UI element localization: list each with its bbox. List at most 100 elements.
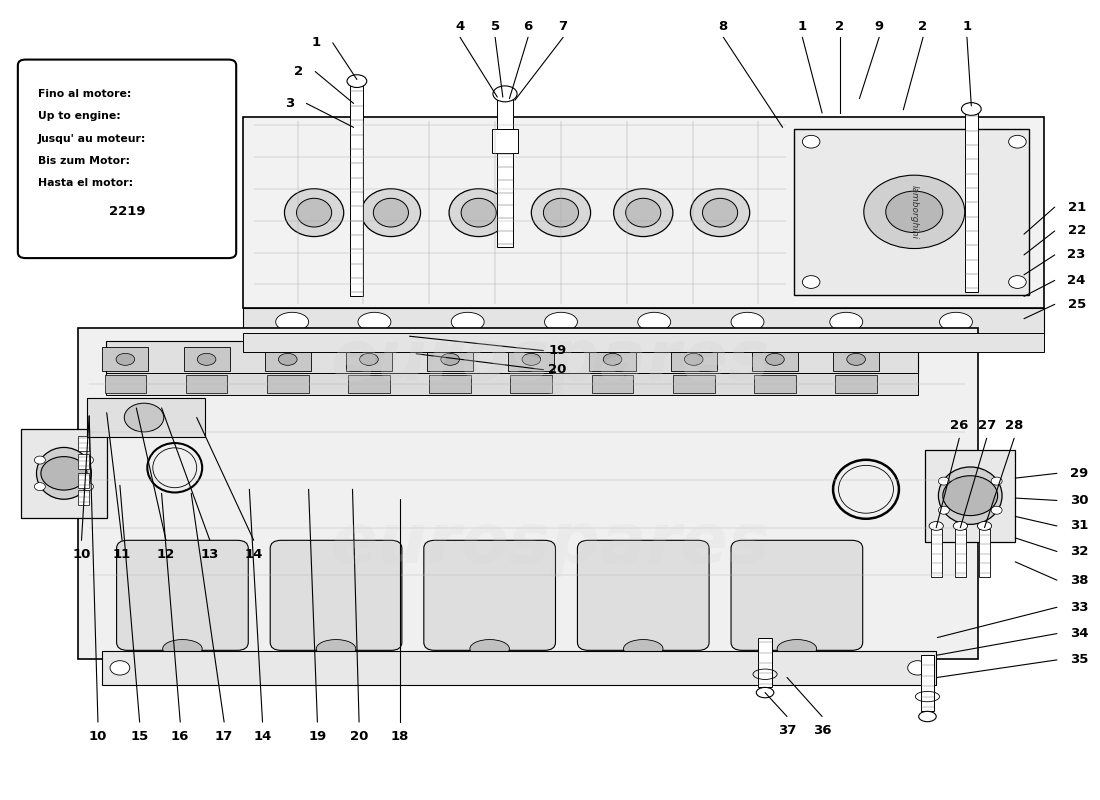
Bar	[931, 529, 942, 577]
Ellipse shape	[278, 354, 297, 366]
Text: 2219: 2219	[109, 206, 146, 218]
Bar	[592, 375, 634, 393]
Bar	[243, 333, 1044, 352]
Text: Hasta el motor:: Hasta el motor:	[37, 178, 133, 188]
Bar	[752, 347, 798, 371]
Ellipse shape	[684, 354, 703, 366]
Ellipse shape	[285, 189, 343, 237]
Bar	[671, 347, 717, 371]
Text: 1: 1	[962, 21, 971, 34]
Text: 19: 19	[549, 344, 566, 357]
Text: 26: 26	[950, 419, 968, 432]
Bar	[78, 490, 89, 506]
Text: 9: 9	[874, 21, 883, 34]
Text: 5: 5	[491, 21, 499, 34]
Text: 24: 24	[1067, 274, 1086, 287]
Ellipse shape	[531, 189, 591, 237]
Text: 1: 1	[798, 21, 807, 34]
Text: eurospares: eurospares	[330, 326, 770, 394]
Circle shape	[124, 403, 164, 432]
Bar	[106, 373, 917, 395]
Text: 7: 7	[559, 21, 568, 34]
Ellipse shape	[954, 522, 968, 530]
Text: 8: 8	[718, 21, 728, 34]
Text: 18: 18	[390, 730, 409, 743]
Circle shape	[82, 456, 94, 464]
Bar	[78, 436, 89, 451]
Bar	[265, 347, 311, 371]
Text: 38: 38	[1069, 574, 1088, 586]
Text: 32: 32	[1069, 545, 1088, 558]
Ellipse shape	[461, 198, 496, 227]
Ellipse shape	[163, 639, 202, 658]
Ellipse shape	[197, 354, 216, 366]
Text: 2: 2	[918, 21, 927, 34]
Text: 31: 31	[1069, 519, 1088, 533]
Text: Fino al motore:: Fino al motore:	[37, 89, 131, 99]
Ellipse shape	[829, 312, 862, 331]
Text: 29: 29	[1069, 467, 1088, 480]
Circle shape	[1009, 276, 1026, 288]
Circle shape	[1009, 135, 1026, 148]
Bar	[243, 117, 1044, 308]
Bar	[508, 347, 554, 371]
Ellipse shape	[361, 189, 420, 237]
Text: 13: 13	[200, 548, 219, 561]
Bar	[106, 341, 917, 374]
Circle shape	[34, 482, 45, 490]
Circle shape	[110, 661, 130, 675]
Ellipse shape	[978, 522, 991, 530]
Ellipse shape	[373, 198, 408, 227]
Ellipse shape	[470, 639, 509, 658]
Ellipse shape	[358, 312, 390, 331]
Text: 27: 27	[978, 419, 996, 432]
Ellipse shape	[757, 687, 773, 698]
Text: 2: 2	[294, 65, 304, 78]
Ellipse shape	[451, 312, 484, 331]
Bar	[590, 347, 636, 371]
Bar	[835, 375, 877, 393]
Bar	[102, 347, 148, 371]
Bar	[955, 529, 966, 577]
Bar	[510, 375, 552, 393]
Ellipse shape	[441, 354, 460, 366]
Ellipse shape	[544, 312, 578, 331]
Ellipse shape	[614, 189, 673, 237]
Bar	[184, 347, 230, 371]
Circle shape	[938, 506, 949, 514]
Ellipse shape	[703, 198, 738, 227]
Circle shape	[991, 477, 1002, 485]
Text: 6: 6	[524, 21, 532, 34]
Bar	[104, 375, 146, 393]
Text: 10: 10	[89, 730, 107, 743]
FancyBboxPatch shape	[424, 540, 556, 650]
Circle shape	[938, 477, 949, 485]
Circle shape	[82, 482, 94, 490]
Text: 11: 11	[113, 548, 131, 561]
Circle shape	[886, 191, 943, 233]
Bar	[492, 129, 518, 153]
Bar	[793, 129, 1030, 294]
Text: 16: 16	[170, 730, 189, 743]
Text: 19: 19	[308, 730, 327, 743]
Ellipse shape	[847, 354, 866, 366]
Circle shape	[802, 276, 820, 288]
FancyBboxPatch shape	[732, 540, 862, 650]
Text: 2: 2	[835, 21, 844, 34]
Ellipse shape	[449, 189, 508, 237]
Bar	[759, 638, 771, 687]
Text: 21: 21	[1067, 201, 1086, 214]
Text: 34: 34	[1069, 627, 1088, 640]
Text: 37: 37	[778, 724, 796, 738]
Ellipse shape	[626, 198, 661, 227]
Text: eurospares: eurospares	[330, 510, 770, 577]
Ellipse shape	[938, 467, 1002, 524]
Text: 33: 33	[1069, 601, 1088, 614]
Ellipse shape	[297, 198, 332, 227]
Bar	[21, 429, 107, 518]
Text: 35: 35	[1069, 654, 1088, 666]
Bar	[78, 473, 89, 488]
Ellipse shape	[493, 86, 517, 102]
Bar	[87, 398, 206, 438]
Text: 23: 23	[1067, 249, 1086, 262]
